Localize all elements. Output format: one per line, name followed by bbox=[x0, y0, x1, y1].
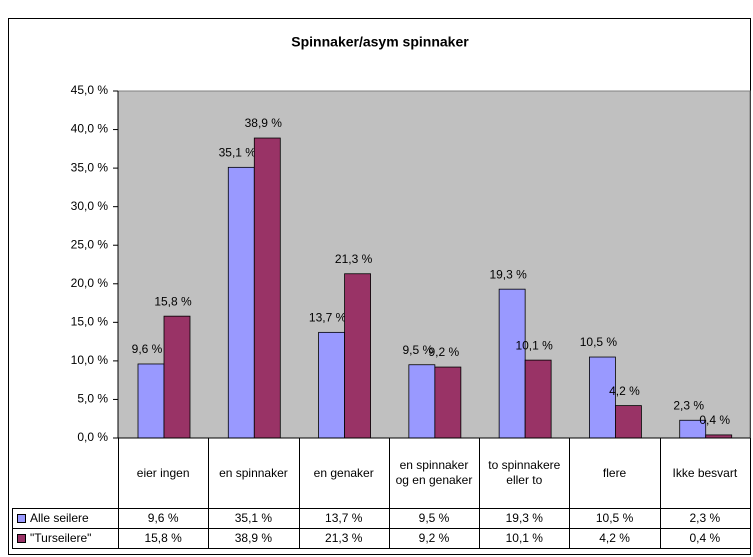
bar bbox=[227, 166, 255, 439]
table-value-text: 10,1 % bbox=[505, 530, 543, 545]
category-label: flere bbox=[569, 438, 661, 509]
table-value: 13,7 % bbox=[298, 508, 390, 529]
table-left-border bbox=[118, 438, 119, 508]
table-value: 9,6 % bbox=[118, 508, 210, 529]
y-tick-label: 20,0 % bbox=[71, 276, 109, 290]
legend-swatch bbox=[17, 533, 26, 543]
data-label: 38,9 % bbox=[245, 116, 283, 130]
table-value: 10,5 % bbox=[569, 508, 661, 529]
category-label-text: en genaker bbox=[313, 465, 374, 480]
y-tick-label: 5,0 % bbox=[77, 392, 108, 406]
data-label: 35,1 % bbox=[219, 146, 257, 160]
table-value-text: 0,4 % bbox=[689, 530, 721, 545]
y-tick-label: 35,0 % bbox=[71, 160, 109, 174]
table-value-text: 9,2 % bbox=[418, 530, 450, 545]
data-label: 9,5 % bbox=[403, 343, 434, 357]
legend-swatch bbox=[17, 514, 26, 523]
bar bbox=[524, 359, 552, 439]
category-label: Ikke besvart bbox=[659, 438, 751, 509]
category-label-text: eier ingen bbox=[136, 465, 190, 480]
bar bbox=[318, 331, 345, 439]
legend-label: Alle seilere bbox=[30, 511, 89, 525]
data-label: 2,3 % bbox=[673, 398, 704, 412]
table-value-text: 35,1 % bbox=[234, 510, 273, 525]
y-tick-label: 25,0 % bbox=[71, 237, 109, 251]
data-label: 13,7 % bbox=[309, 311, 347, 325]
table-value-text: 21,3 % bbox=[325, 530, 363, 545]
category-label-text: to spinnakere eller to bbox=[488, 458, 561, 487]
table-value-text: 9,6 % bbox=[147, 510, 179, 525]
y-tick-label: 10,0 % bbox=[71, 353, 109, 367]
table-value: 19,3 % bbox=[479, 508, 571, 529]
table-value: 21,3 % bbox=[298, 528, 390, 549]
y-tick-label: 15,0 % bbox=[71, 315, 109, 329]
bar bbox=[163, 315, 191, 439]
bar bbox=[253, 137, 281, 439]
category-label-text: en spinnaker bbox=[219, 465, 288, 480]
table-value-text: 15,8 % bbox=[144, 530, 182, 545]
table-value-text: 13,7 % bbox=[325, 510, 363, 525]
data-label: 0,4 % bbox=[699, 413, 730, 427]
table-value: 4,2 % bbox=[569, 528, 661, 549]
y-tick-label: 40,0 % bbox=[71, 122, 109, 136]
data-label: 19,3 % bbox=[489, 267, 527, 281]
table-value-text: 4,2 % bbox=[599, 530, 630, 545]
y-tick-label: 30,0 % bbox=[71, 199, 109, 213]
table-value: 35,1 % bbox=[208, 508, 300, 529]
data-label: 10,1 % bbox=[515, 338, 553, 352]
bar bbox=[615, 405, 642, 439]
data-label: 9,6 % bbox=[132, 342, 163, 356]
table-value: 2,3 % bbox=[659, 508, 751, 529]
data-label: 9,2 % bbox=[429, 345, 460, 359]
table-value-text: 38,9 % bbox=[234, 530, 273, 545]
table-value: 9,5 % bbox=[388, 508, 481, 529]
bar bbox=[434, 366, 462, 439]
category-label-text: en spinnaker og en genaker bbox=[395, 458, 473, 487]
table-value-text: 19,3 % bbox=[505, 510, 543, 525]
data-label: 15,8 % bbox=[154, 294, 192, 308]
category-label-text: flere bbox=[602, 465, 627, 480]
y-tick-label: 45,0 % bbox=[71, 83, 109, 97]
table-value: 0,4 % bbox=[659, 528, 751, 549]
category-label: to spinnakere eller to bbox=[479, 438, 571, 509]
chart-title: Spinnaker/asym spinnaker bbox=[291, 34, 469, 50]
table-value: 9,2 % bbox=[388, 528, 481, 549]
bar bbox=[589, 356, 616, 439]
data-label: 4,2 % bbox=[609, 384, 640, 398]
legend-entry: Alle seilere bbox=[12, 508, 119, 529]
data-label: 10,5 % bbox=[580, 335, 618, 349]
category-label: en genaker bbox=[298, 438, 390, 509]
bar bbox=[137, 363, 165, 439]
legend-label: "Turseilere" bbox=[30, 530, 92, 545]
category-label: eier ingen bbox=[118, 438, 210, 509]
category-label: en spinnaker bbox=[208, 438, 300, 509]
table-value: 38,9 % bbox=[208, 528, 300, 549]
bar bbox=[408, 364, 436, 439]
bar bbox=[344, 273, 371, 439]
y-tick-label: 0,0 % bbox=[77, 430, 108, 444]
legend-entry: "Turseilere" bbox=[12, 528, 119, 549]
table-value-text: 2,3 % bbox=[689, 510, 721, 525]
table-value-text: 9,5 % bbox=[418, 510, 450, 525]
bar bbox=[498, 288, 526, 439]
table-value: 10,1 % bbox=[479, 528, 571, 549]
table-value-text: 10,5 % bbox=[595, 510, 634, 525]
category-label-text: Ikke besvart bbox=[672, 465, 738, 480]
data-label: 21,3 % bbox=[335, 252, 373, 266]
category-label: en spinnaker og en genaker bbox=[388, 438, 481, 509]
table-value: 15,8 % bbox=[118, 528, 210, 549]
